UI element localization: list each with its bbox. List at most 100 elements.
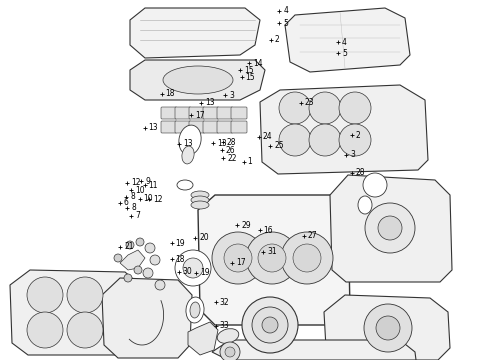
Circle shape <box>155 280 165 290</box>
Text: 24: 24 <box>263 132 272 141</box>
Text: 23: 23 <box>305 98 315 107</box>
Text: 10: 10 <box>144 194 153 203</box>
Text: 15: 15 <box>245 73 255 82</box>
Text: 29: 29 <box>241 220 251 230</box>
Circle shape <box>126 241 134 249</box>
Circle shape <box>293 244 321 272</box>
Polygon shape <box>188 322 218 355</box>
Text: 12: 12 <box>153 194 163 204</box>
Polygon shape <box>130 60 265 100</box>
Text: 18: 18 <box>166 89 175 98</box>
Circle shape <box>281 232 333 284</box>
Ellipse shape <box>217 329 239 343</box>
Text: 13: 13 <box>183 139 193 148</box>
Text: 20: 20 <box>199 233 209 242</box>
Circle shape <box>363 173 387 197</box>
Circle shape <box>67 312 103 348</box>
FancyBboxPatch shape <box>217 121 233 133</box>
Ellipse shape <box>177 180 193 190</box>
Text: 28: 28 <box>356 168 366 177</box>
Circle shape <box>114 254 122 262</box>
Text: 28: 28 <box>227 138 237 147</box>
Text: 32: 32 <box>220 298 229 307</box>
Circle shape <box>67 277 103 313</box>
FancyBboxPatch shape <box>175 107 191 119</box>
Circle shape <box>365 203 415 253</box>
FancyBboxPatch shape <box>189 107 205 119</box>
Text: 10: 10 <box>135 186 145 194</box>
FancyBboxPatch shape <box>175 121 191 133</box>
Text: 12: 12 <box>131 178 141 187</box>
Circle shape <box>143 268 153 278</box>
Text: 4: 4 <box>342 38 347 47</box>
Text: 33: 33 <box>220 321 229 330</box>
Polygon shape <box>198 195 350 325</box>
Text: 7: 7 <box>135 211 140 220</box>
Circle shape <box>364 304 412 352</box>
Circle shape <box>27 277 63 313</box>
FancyBboxPatch shape <box>161 107 177 119</box>
Ellipse shape <box>179 125 201 155</box>
Polygon shape <box>120 250 145 270</box>
Text: 19: 19 <box>200 269 210 277</box>
Text: 25: 25 <box>274 141 284 150</box>
Circle shape <box>279 124 311 156</box>
FancyBboxPatch shape <box>161 121 177 133</box>
Polygon shape <box>330 175 452 282</box>
FancyBboxPatch shape <box>189 121 205 133</box>
Text: 17: 17 <box>236 258 245 267</box>
Polygon shape <box>285 8 410 72</box>
Text: 15: 15 <box>244 66 254 75</box>
Text: 8: 8 <box>130 192 135 201</box>
Ellipse shape <box>358 196 372 214</box>
Text: 21: 21 <box>124 242 134 251</box>
Circle shape <box>145 243 155 253</box>
Polygon shape <box>10 270 145 355</box>
Circle shape <box>124 274 132 282</box>
FancyBboxPatch shape <box>231 121 247 133</box>
Circle shape <box>309 92 341 124</box>
Text: 27: 27 <box>308 231 318 240</box>
Circle shape <box>262 317 278 333</box>
Circle shape <box>212 232 264 284</box>
Text: 1: 1 <box>247 158 252 166</box>
Ellipse shape <box>191 191 209 199</box>
Circle shape <box>339 124 371 156</box>
Circle shape <box>27 312 63 348</box>
Ellipse shape <box>182 146 194 164</box>
FancyBboxPatch shape <box>231 107 247 119</box>
Circle shape <box>134 266 142 274</box>
Text: 3: 3 <box>229 91 234 100</box>
Circle shape <box>150 255 160 265</box>
Circle shape <box>258 244 286 272</box>
Ellipse shape <box>186 297 204 323</box>
Text: 9: 9 <box>145 177 150 186</box>
Text: 13: 13 <box>217 139 227 148</box>
Text: 2: 2 <box>356 130 361 139</box>
Circle shape <box>279 92 311 124</box>
Text: 30: 30 <box>183 267 193 276</box>
Ellipse shape <box>190 302 200 318</box>
Text: 19: 19 <box>175 239 185 248</box>
Circle shape <box>376 316 400 340</box>
Text: 5: 5 <box>283 19 288 28</box>
Circle shape <box>339 92 371 124</box>
Text: 6: 6 <box>123 198 128 207</box>
Text: 2: 2 <box>275 35 280 44</box>
Text: 18: 18 <box>175 255 185 264</box>
Circle shape <box>252 307 288 343</box>
Text: 17: 17 <box>195 111 205 120</box>
Circle shape <box>246 232 298 284</box>
Ellipse shape <box>163 66 233 94</box>
Circle shape <box>378 216 402 240</box>
Circle shape <box>309 124 341 156</box>
Polygon shape <box>324 295 450 360</box>
Circle shape <box>136 238 144 246</box>
FancyBboxPatch shape <box>217 107 233 119</box>
Polygon shape <box>130 8 260 58</box>
Polygon shape <box>212 340 416 360</box>
Ellipse shape <box>191 201 209 209</box>
Ellipse shape <box>191 196 209 204</box>
Text: 5: 5 <box>342 49 347 58</box>
Circle shape <box>242 297 298 353</box>
